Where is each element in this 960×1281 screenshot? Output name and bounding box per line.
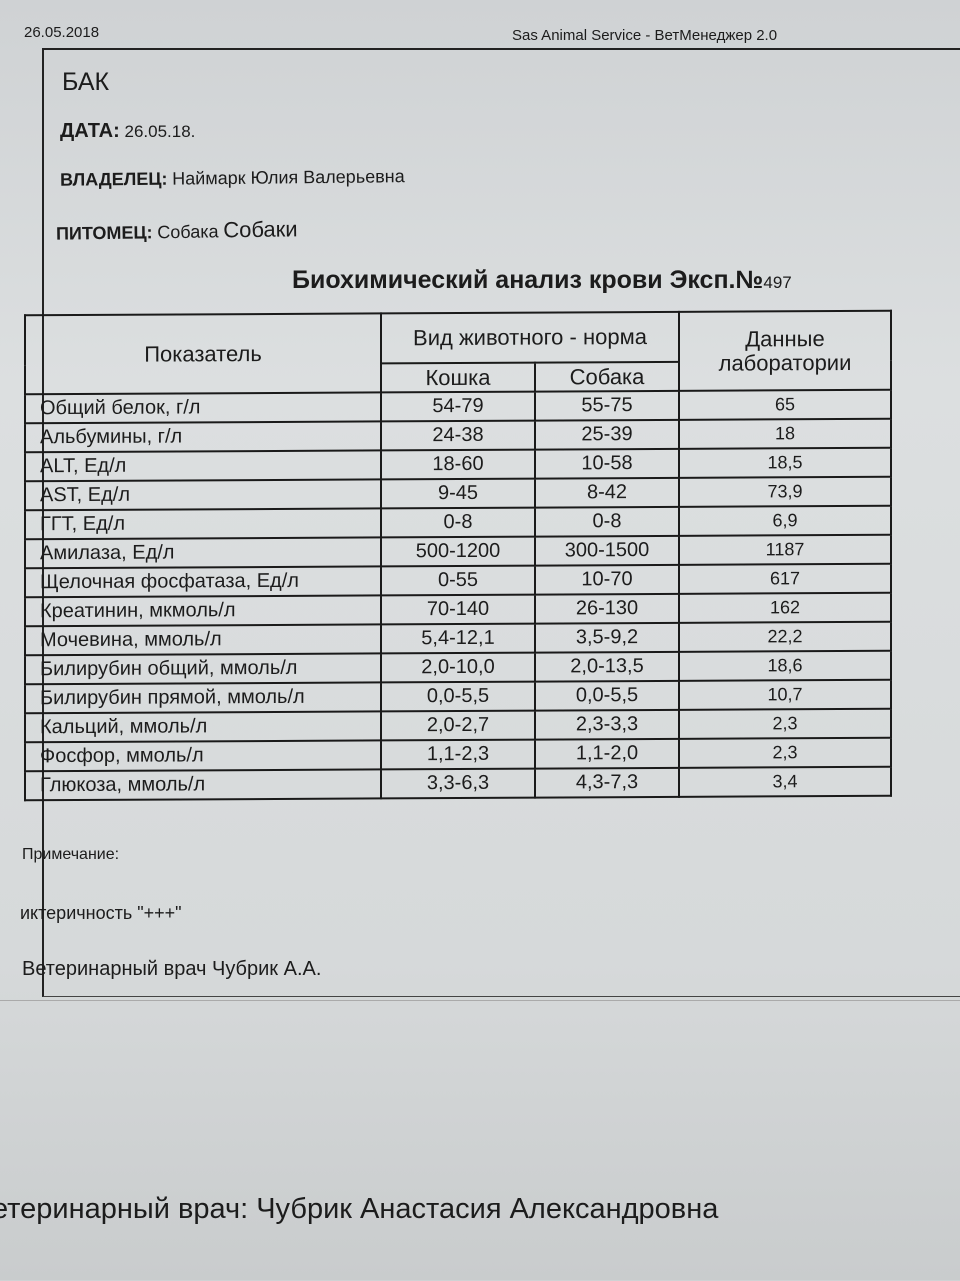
table-row: AST, Ед/л 9-45 8-42 73,9	[25, 476, 891, 511]
cat-norm-cell: 18-60	[381, 449, 535, 480]
indicator-cell: Фосфор, ммоль/л	[25, 740, 381, 772]
table-row: Амилаза, Ед/л 500-1200 300-1500 1187	[25, 534, 891, 569]
table-row: Общий белок, г/л 54-79 55-75 65	[25, 389, 891, 424]
cat-norm-cell: 0-8	[381, 507, 535, 538]
header-dog: Собака	[535, 361, 679, 392]
lab-value-cell: 18,6	[679, 650, 891, 681]
lab-value-cell: 18	[679, 418, 891, 449]
dog-norm-cell: 4,3-7,3	[535, 767, 679, 798]
header-cat: Кошка	[381, 362, 535, 393]
title-text: Биохимический анализ крови Эксп.№	[292, 266, 764, 294]
doc-type: БАК	[62, 68, 110, 96]
indicator-cell: AST, Ед/л	[25, 479, 381, 511]
dog-norm-cell: 10-70	[535, 564, 679, 595]
indicator-cell: Глюкоза, ммоль/л	[25, 769, 381, 801]
dog-norm-cell: 25-39	[535, 419, 679, 450]
vet-signature-full: етеринарный врач: Чубрик Анастасия Алекс…	[0, 1193, 719, 1225]
date-value: 26.05.18.	[124, 122, 196, 141]
lab-value-cell: 73,9	[679, 476, 891, 507]
indicator-cell: Щелочная фосфатаза, Ед/л	[25, 566, 381, 598]
table-row: Альбумины, г/л 24-38 25-39 18	[25, 418, 891, 453]
cat-norm-cell: 54-79	[381, 391, 535, 422]
dog-norm-cell: 300-1500	[535, 535, 679, 566]
table-row: Билирубин прямой, ммоль/л 0,0-5,5 0,0-5,5 1…	[25, 679, 891, 714]
table-row: Глюкоза, ммоль/л 3,3-6,3 4,3-7,3 3,4	[25, 766, 891, 801]
lab-value-cell: 617	[679, 563, 891, 594]
indicator-cell: Общий белок, г/л	[25, 392, 381, 424]
indicator-cell: Билирубин общий, ммоль/л	[25, 653, 381, 685]
indicator-cell: ALT, Ед/л	[25, 450, 381, 482]
lab-value-cell: 2,3	[679, 737, 891, 768]
lab-value-cell: 6,9	[679, 505, 891, 536]
dog-norm-cell: 0-8	[535, 506, 679, 537]
document-frame	[42, 48, 960, 997]
cat-norm-cell: 70-140	[381, 594, 535, 625]
dog-norm-cell: 0,0-5,5	[535, 680, 679, 711]
results-table: Показатель Вид животного - норма Данные …	[24, 310, 892, 802]
table-row: ALT, Ед/л 18-60 10-58 18,5	[25, 447, 891, 482]
table-row: ГГТ, Ед/л 0-8 0-8 6,9	[25, 505, 891, 540]
cat-norm-cell: 24-38	[381, 420, 535, 451]
table-row: Билирубин общий, ммоль/л 2,0-10,0 2,0-13,5…	[25, 650, 891, 685]
page-title: Биохимический анализ крови Эксп.№497	[292, 266, 792, 295]
app-name: Sas Animal Service - ВетМенеджер 2.0	[512, 27, 778, 44]
owner-field: ВЛАДЕЛЕЦ: Наймарк Юлия Валерьевна	[60, 166, 405, 191]
lab-value-cell: 2,3	[679, 708, 891, 739]
table-row: Мочевина, ммоль/л 5,4-12,1 3,5-9,2 22,2	[25, 621, 891, 656]
cat-norm-cell: 3,3-6,3	[381, 768, 535, 799]
indicator-cell: Кальций, ммоль/л	[25, 711, 381, 743]
header-norm: Вид животного - норма	[381, 311, 679, 364]
dog-norm-cell: 2,0-13,5	[535, 651, 679, 682]
dog-norm-cell: 26-130	[535, 593, 679, 624]
cat-norm-cell: 0-55	[381, 565, 535, 596]
cat-norm-cell: 0,0-5,5	[381, 681, 535, 712]
cat-norm-cell: 9-45	[381, 478, 535, 509]
cat-norm-cell: 1,1-2,3	[381, 739, 535, 770]
table-row: Кальций, ммоль/л 2,0-2,7 2,3-3,3 2,3	[25, 708, 891, 743]
pet-name: Собаки	[223, 216, 298, 243]
indicator-cell: Амилаза, Ед/л	[25, 537, 381, 569]
dog-norm-cell: 8-42	[535, 477, 679, 508]
title-number: 497	[763, 273, 792, 292]
dog-norm-cell: 1,1-2,0	[535, 738, 679, 769]
dog-norm-cell: 2,3-3,3	[535, 709, 679, 740]
date-field: ДАТА: 26.05.18.	[60, 120, 195, 143]
lab-value-cell: 18,5	[679, 447, 891, 478]
cat-norm-cell: 5,4-12,1	[381, 623, 535, 654]
date-label: ДАТА:	[60, 120, 120, 142]
indicator-cell: Креатинин, мкмоль/л	[25, 595, 381, 627]
indicator-cell: Альбумины, г/л	[25, 421, 381, 453]
owner-value: Наймарк Юлия Валерьевна	[172, 166, 405, 189]
lab-value-cell: 3,4	[679, 766, 891, 797]
cat-norm-cell: 2,0-10,0	[381, 652, 535, 683]
dog-norm-cell: 55-75	[535, 390, 679, 421]
indicator-cell: Билирубин прямой, ммоль/л	[25, 682, 381, 714]
note-label: Примечание:	[22, 846, 120, 863]
cat-norm-cell: 2,0-2,7	[381, 710, 535, 741]
lab-value-cell: 1187	[679, 534, 891, 565]
lab-value-cell: 162	[679, 592, 891, 623]
print-date: 26.05.2018	[24, 24, 100, 41]
lab-value-cell: 22,2	[679, 621, 891, 652]
dog-norm-cell: 10-58	[535, 448, 679, 479]
vet-signature-short: Ветеринарный врач Чубрик А.А.	[22, 958, 322, 980]
owner-label: ВЛАДЕЛЕЦ:	[59, 168, 168, 190]
pet-field: ПИТОМЕЦ: Собака Собаки	[56, 216, 298, 245]
second-sheet	[0, 1000, 960, 1281]
indicator-cell: ГГТ, Ед/л	[25, 508, 381, 540]
table-row: Щелочная фосфатаза, Ед/л 0-55 10-70 617	[25, 563, 891, 598]
indicator-cell: Мочевина, ммоль/л	[25, 624, 381, 656]
header-lab: Данные лаборатории	[679, 310, 891, 391]
note-text: иктеричность "+++"	[20, 903, 182, 923]
pet-value: Собака	[157, 221, 219, 243]
table-row: Фосфор, ммоль/л 1,1-2,3 1,1-2,0 2,3	[25, 737, 891, 772]
pet-label: ПИТОМЕЦ:	[55, 222, 153, 244]
dog-norm-cell: 3,5-9,2	[535, 622, 679, 653]
header-indicator: Показатель	[25, 313, 381, 395]
table-row: Креатинин, мкмоль/л 70-140 26-130 162	[25, 592, 891, 627]
lab-value-cell: 10,7	[679, 679, 891, 710]
lab-value-cell: 65	[679, 389, 891, 420]
cat-norm-cell: 500-1200	[381, 536, 535, 567]
